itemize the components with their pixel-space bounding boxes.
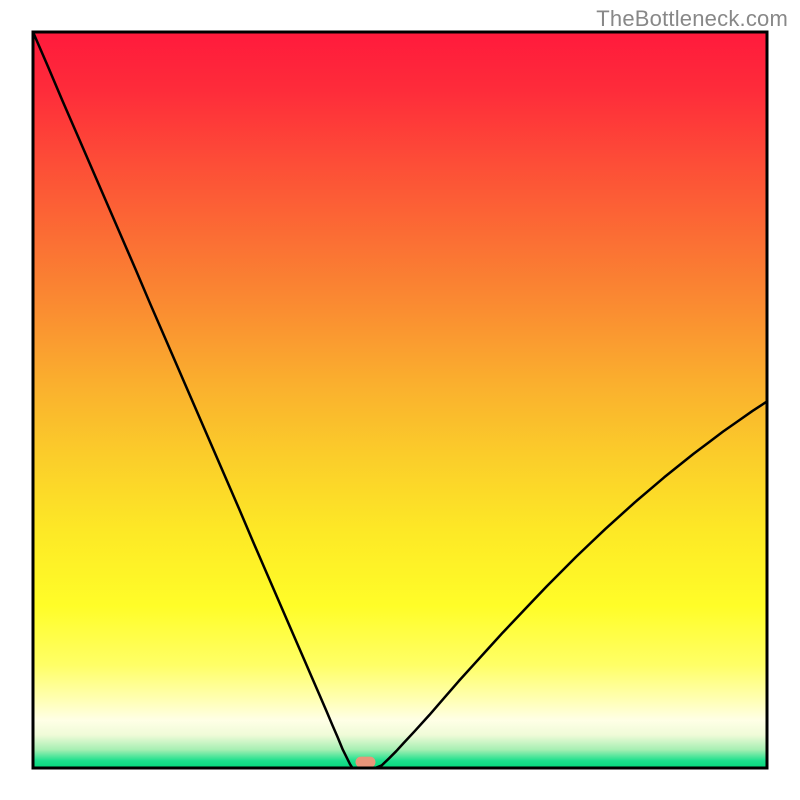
- bottleneck-chart: [0, 0, 800, 800]
- chart-root: { "watermark": { "text": "TheBottleneck.…: [0, 0, 800, 800]
- plot-background: [33, 32, 767, 768]
- optimal-point-marker: [356, 757, 376, 768]
